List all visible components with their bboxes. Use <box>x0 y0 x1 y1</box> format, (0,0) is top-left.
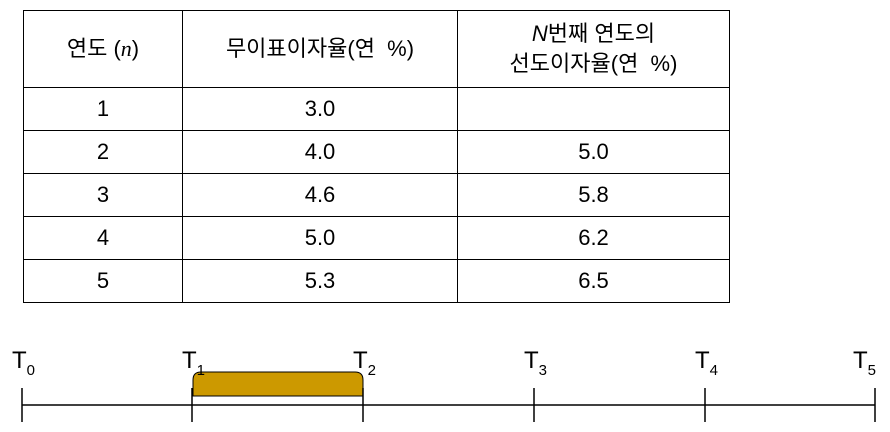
header-text: 연도 ( <box>66 36 121 61</box>
header-var: n <box>120 36 132 61</box>
table-cell: 4.6 <box>182 173 458 217</box>
header-text: 무이표이자율(연 %) <box>225 36 415 61</box>
time-label-sub: 0 <box>27 362 35 379</box>
time-label-sub: 2 <box>368 362 376 379</box>
header-cell: 연도 (n) <box>23 10 183 88</box>
time-label: T5 <box>853 347 876 379</box>
time-label-base: T <box>853 347 868 374</box>
table-cell: 4 <box>23 216 183 260</box>
time-label-base: T <box>12 347 27 374</box>
table-cell: 1 <box>23 87 183 131</box>
table-row: 5 5.3 6.5 <box>23 259 730 303</box>
header-text: 선도이자율(연 %) <box>509 51 678 76</box>
header-cell: 무이표이자율(연 %) <box>182 10 458 88</box>
header-text: 번째 연도의 <box>547 21 656 46</box>
table-cell: 5 <box>23 259 183 303</box>
time-label-sub: 5 <box>868 362 876 379</box>
table-cell: 5.0 <box>457 130 730 174</box>
time-label-sub: 4 <box>710 362 718 379</box>
time-label-sub: 3 <box>539 362 547 379</box>
header-var: N <box>531 21 548 46</box>
table-row: 1 3.0 <box>23 87 730 131</box>
time-label-sub: 1 <box>197 362 205 379</box>
period-bar <box>192 371 364 397</box>
time-label-base: T <box>182 347 197 374</box>
table-row: 4 5.0 6.2 <box>23 216 730 260</box>
table-row: 3 4.6 5.8 <box>23 173 730 217</box>
time-label: T0 <box>12 347 35 379</box>
table-cell: 6.5 <box>457 259 730 303</box>
time-label: T1 <box>182 347 205 379</box>
table-cell: 5.8 <box>457 173 730 217</box>
tick-group: T0 T1 T2 T3 T4 T5 <box>12 347 876 422</box>
table-cell: 3.0 <box>182 87 458 131</box>
table-row: 2 4.0 5.0 <box>23 130 730 174</box>
table-cell: 2 <box>23 130 183 174</box>
time-label-base: T <box>695 347 710 374</box>
table-cell: 4.0 <box>182 130 458 174</box>
header-text: ) <box>131 36 140 61</box>
table-body: 1 3.0 2 4.0 5.0 3 4.6 5.8 4 5.0 6.2 5 5.3 6.5 <box>23 87 730 303</box>
time-label: T4 <box>695 347 718 379</box>
time-label: T2 <box>353 347 376 379</box>
time-label-base: T <box>353 347 368 374</box>
time-label: T3 <box>524 347 547 379</box>
time-label-base: T <box>524 347 539 374</box>
